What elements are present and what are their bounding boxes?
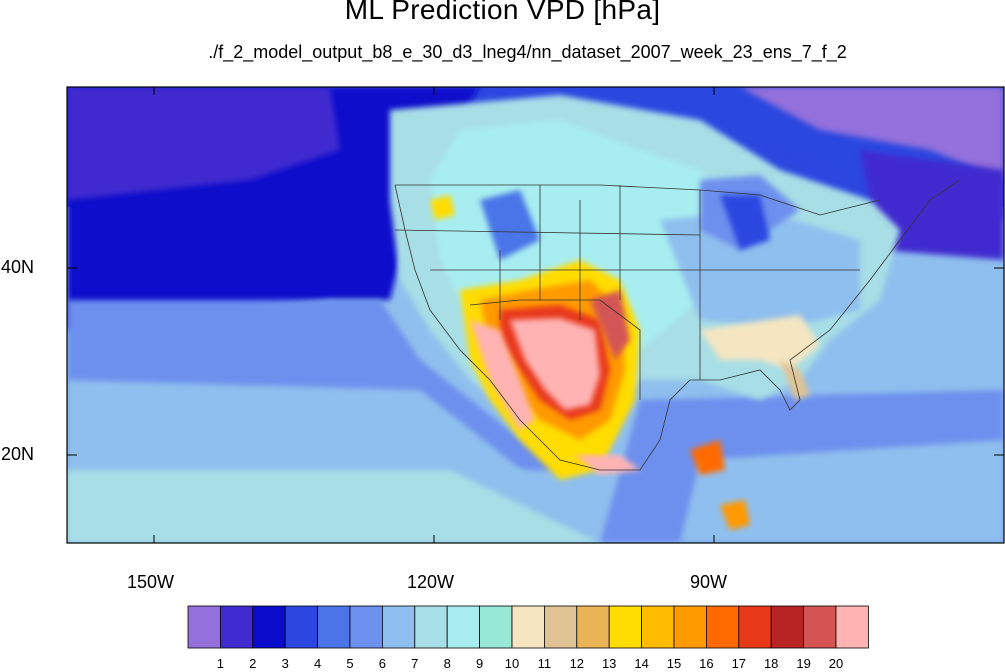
colorbar-swatch xyxy=(219,605,254,649)
colorbar-label: 17 xyxy=(731,656,747,671)
colorbar-label: 10 xyxy=(504,656,520,671)
colorbar-label: 12 xyxy=(569,656,585,671)
colorbar-label: 5 xyxy=(346,656,354,671)
colorbar-label: 16 xyxy=(699,656,714,671)
colorbar-swatch xyxy=(673,605,707,649)
colorbar-swatch xyxy=(835,605,869,649)
x-tick-label: 90W xyxy=(690,572,728,592)
colorbar-label: 19 xyxy=(796,656,811,671)
colorbar-label: 7 xyxy=(411,656,419,671)
colorbar-label: 4 xyxy=(313,656,322,671)
colorbar-swatch xyxy=(446,605,481,649)
vpd-field xyxy=(67,87,1004,543)
colorbar-swatch xyxy=(381,605,416,649)
colorbar-label: 13 xyxy=(601,656,617,671)
colorbar xyxy=(187,605,869,649)
colorbar-swatch xyxy=(511,605,545,649)
colorbar-swatch xyxy=(738,605,772,649)
colorbar-label: 2 xyxy=(249,656,257,671)
boundaries xyxy=(394,179,961,471)
colorbar-label: 8 xyxy=(443,656,451,671)
y-tick-label: 40N xyxy=(1,257,35,277)
map-frame xyxy=(66,86,1005,544)
colorbar-swatch xyxy=(544,605,578,649)
colorbar-swatch xyxy=(252,605,286,649)
colorbar-swatch xyxy=(576,605,610,649)
y-tick-label: 20N xyxy=(1,444,35,464)
colorbar-swatch xyxy=(284,605,319,649)
colorbar-label: 18 xyxy=(763,656,779,671)
colorbar-label: 11 xyxy=(537,656,552,671)
axis-ticks xyxy=(67,87,1004,543)
map-title: ML Prediction VPD [hPa] xyxy=(344,0,661,25)
x-tick-label: 120W xyxy=(407,572,455,592)
colorbar-swatch xyxy=(706,605,740,649)
colorbar-swatch xyxy=(187,605,221,649)
colorbar-swatch xyxy=(608,605,643,649)
colorbar-swatch xyxy=(770,605,805,649)
colorbar-label: 9 xyxy=(475,656,484,671)
colorbar-label: 20 xyxy=(828,656,844,671)
colorbar-swatch xyxy=(641,605,675,649)
colorbar-swatch xyxy=(803,605,837,649)
colorbar-swatch xyxy=(349,605,383,649)
colorbar-label: 1 xyxy=(216,656,224,671)
colorbar-label: 3 xyxy=(281,656,289,671)
colorbar-swatch xyxy=(317,605,351,649)
colorbar-label: 14 xyxy=(634,656,649,671)
colorbar-label: 15 xyxy=(666,656,682,671)
colorbar-swatch xyxy=(414,605,448,649)
colorbar-label: 6 xyxy=(378,656,386,671)
x-tick-label: 150W xyxy=(127,572,175,592)
map-subtitle: ./f_2_model_output_b8_e_30_d3_lneg4/nn_d… xyxy=(208,42,847,62)
colorbar-swatch xyxy=(479,605,513,649)
